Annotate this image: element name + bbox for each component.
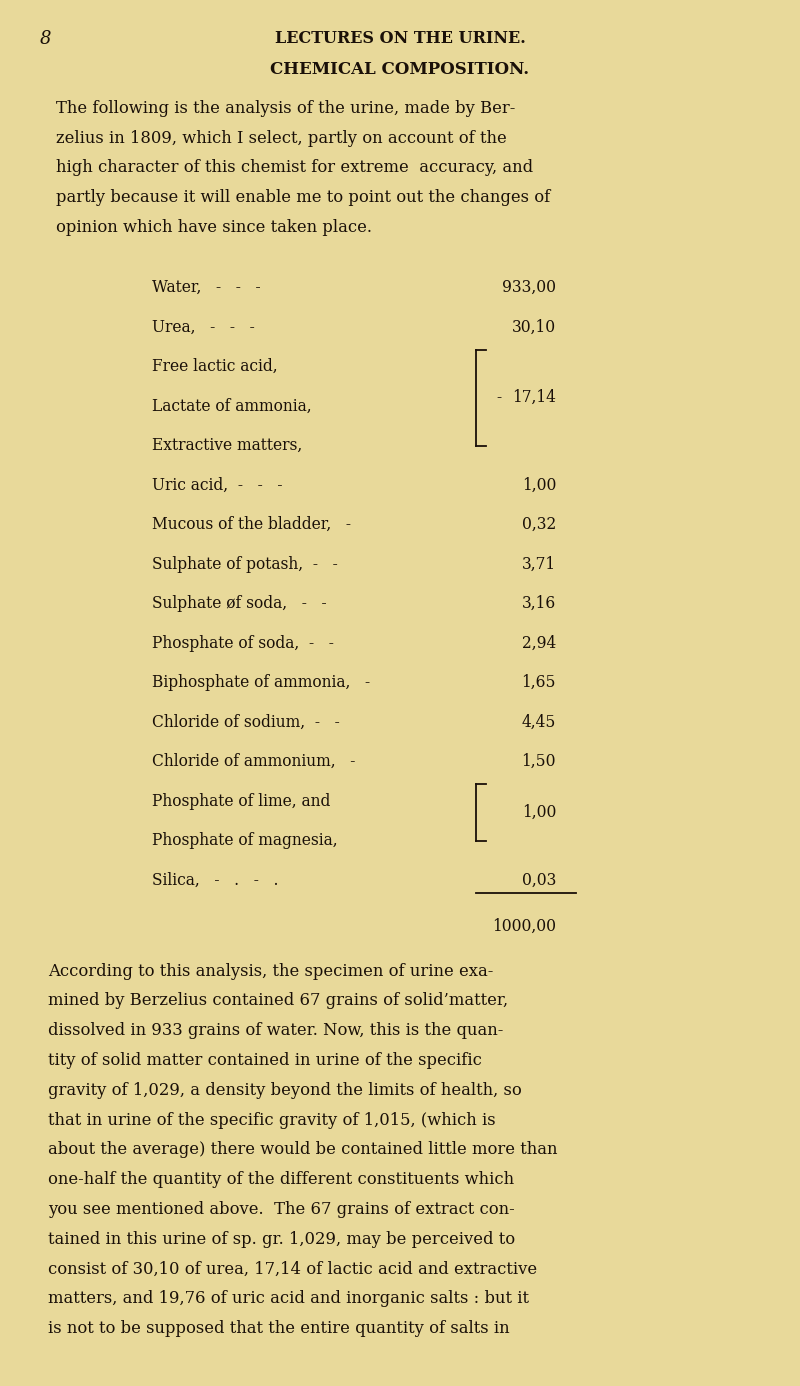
Text: Mucous of the bladder,   -: Mucous of the bladder, - <box>152 517 351 534</box>
Text: you see mentioned above.  The 67 grains of extract con-: you see mentioned above. The 67 grains o… <box>48 1200 514 1218</box>
Text: Phosphate of magnesia,: Phosphate of magnesia, <box>152 832 338 850</box>
Text: Water,   -   -   -: Water, - - - <box>152 280 261 297</box>
Text: CHEMICAL COMPOSITION.: CHEMICAL COMPOSITION. <box>270 61 530 78</box>
Text: According to this analysis, the specimen of urine exa-: According to this analysis, the specimen… <box>48 962 494 980</box>
Text: 933,00: 933,00 <box>502 280 556 297</box>
Text: Lactate of ammonia,: Lactate of ammonia, <box>152 398 312 414</box>
Text: Biphosphate of ammonia,   -: Biphosphate of ammonia, - <box>152 675 370 692</box>
Text: Free lactic acid,: Free lactic acid, <box>152 359 278 376</box>
Text: 1,00: 1,00 <box>522 804 556 821</box>
Text: Extractive matters,: Extractive matters, <box>152 438 302 455</box>
Text: about the average) there would be contained little more than: about the average) there would be contai… <box>48 1142 558 1159</box>
Text: matters, and 19,76 of uric acid and inorganic salts : but it: matters, and 19,76 of uric acid and inor… <box>48 1290 529 1307</box>
Text: tity of solid matter contained in urine of the specific: tity of solid matter contained in urine … <box>48 1052 482 1069</box>
Text: consist of 30,10 of urea, 17,14 of lactic acid and extractive: consist of 30,10 of urea, 17,14 of lacti… <box>48 1261 537 1278</box>
Text: Silica,   -   .   -   .: Silica, - . - . <box>152 872 278 888</box>
Text: 2,94: 2,94 <box>522 635 556 651</box>
Text: mined by Berzelius contained 67 grains of solid’matter,: mined by Berzelius contained 67 grains o… <box>48 992 508 1009</box>
Text: Uric acid,  -   -   -: Uric acid, - - - <box>152 477 282 493</box>
Text: gravity of 1,029, a density beyond the limits of health, so: gravity of 1,029, a density beyond the l… <box>48 1081 522 1099</box>
Text: Phosphate of lime, and: Phosphate of lime, and <box>152 793 330 809</box>
Text: 8: 8 <box>40 30 51 49</box>
Text: Chloride of ammonium,   -: Chloride of ammonium, - <box>152 754 355 771</box>
Text: 3,71: 3,71 <box>522 556 556 572</box>
Text: dissolved in 933 grains of water. Now, this is the quan-: dissolved in 933 grains of water. Now, t… <box>48 1023 503 1040</box>
Text: 1,00: 1,00 <box>522 477 556 493</box>
Text: that in urine of the specific gravity of 1,015, (which is: that in urine of the specific gravity of… <box>48 1112 496 1128</box>
Text: 17,14: 17,14 <box>512 389 556 406</box>
Text: is not to be supposed that the entire quantity of salts in: is not to be supposed that the entire qu… <box>48 1319 510 1337</box>
Text: partly because it will enable me to point out the changes of: partly because it will enable me to poin… <box>56 188 550 207</box>
Text: The following is the analysis of the urine, made by Ber-: The following is the analysis of the uri… <box>56 100 515 116</box>
Text: zelius in 1809, which I select, partly on account of the: zelius in 1809, which I select, partly o… <box>56 129 506 147</box>
Text: 1,50: 1,50 <box>522 754 556 771</box>
Text: LECTURES ON THE URINE.: LECTURES ON THE URINE. <box>274 30 526 47</box>
Text: 0,03: 0,03 <box>522 872 556 888</box>
Text: 1,65: 1,65 <box>522 675 556 692</box>
Text: 4,45: 4,45 <box>522 714 556 730</box>
Text: one-half the quantity of the different constituents which: one-half the quantity of the different c… <box>48 1171 514 1188</box>
Text: high character of this chemist for extreme  accuracy, and: high character of this chemist for extre… <box>56 159 533 176</box>
Text: 30,10: 30,10 <box>512 319 556 335</box>
Text: Sulphate øf soda,   -   -: Sulphate øf soda, - - <box>152 596 326 613</box>
Text: Sulphate of potash,  -   -: Sulphate of potash, - - <box>152 556 338 572</box>
Text: 3,16: 3,16 <box>522 596 556 613</box>
Text: Phosphate of soda,  -   -: Phosphate of soda, - - <box>152 635 334 651</box>
Text: 1000,00: 1000,00 <box>492 919 556 936</box>
Text: -: - <box>496 389 501 406</box>
Text: Chloride of sodium,  -   -: Chloride of sodium, - - <box>152 714 340 730</box>
Text: Urea,   -   -   -: Urea, - - - <box>152 319 254 335</box>
Text: tained in this urine of sp. gr. 1,029, may be perceived to: tained in this urine of sp. gr. 1,029, m… <box>48 1231 515 1247</box>
Text: opinion which have since taken place.: opinion which have since taken place. <box>56 219 372 236</box>
Text: 0,32: 0,32 <box>522 517 556 534</box>
